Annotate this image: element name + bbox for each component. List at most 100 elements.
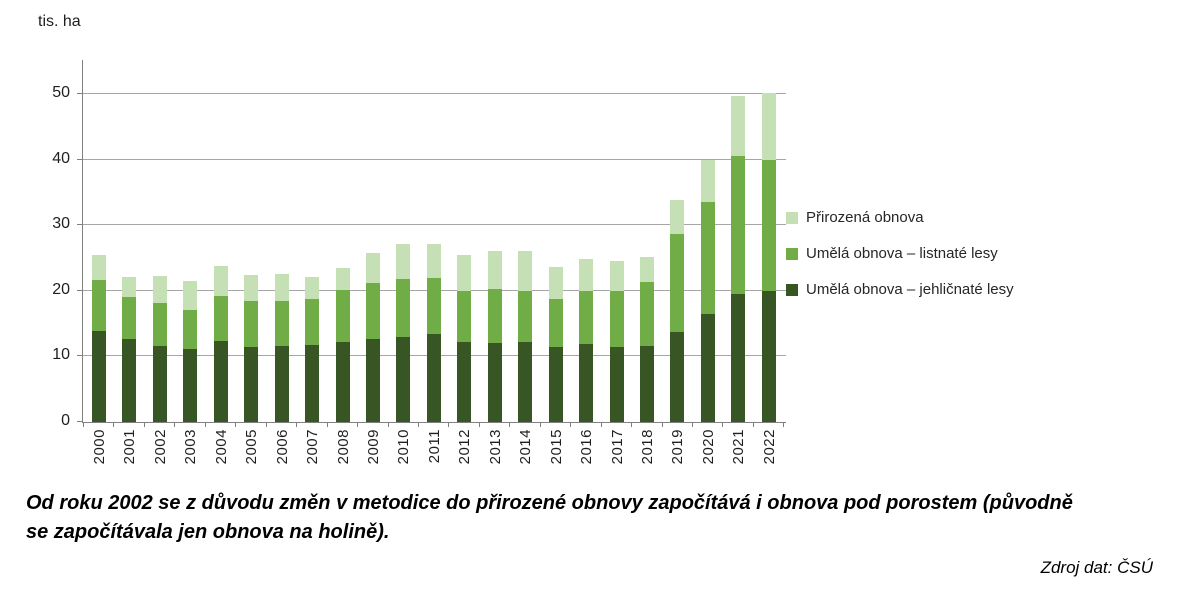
x-axis-label-2022: 2022 bbox=[760, 429, 778, 465]
legend: Přirozená obnova Umělá obnova – listnaté… bbox=[786, 209, 1014, 319]
bar-segment-2011 bbox=[426, 278, 441, 335]
bar-segment-2011 bbox=[426, 244, 441, 279]
y-axis-tick bbox=[77, 355, 82, 357]
x-axis-label-2000: 2000 bbox=[90, 429, 108, 465]
bar-segment-2012 bbox=[457, 254, 472, 291]
bar-segment-2016 bbox=[579, 259, 594, 291]
bar-segment-2017 bbox=[609, 347, 624, 422]
legend-label-artificial-deciduous: Umělá obnova – listnaté lesy bbox=[806, 245, 998, 262]
x-axis-tick bbox=[570, 422, 572, 427]
bar-segment-2001 bbox=[122, 339, 137, 422]
bar-segment-2001 bbox=[122, 277, 137, 298]
bar-segment-2019 bbox=[670, 200, 685, 235]
gridline-50 bbox=[83, 93, 786, 94]
bar-segment-2020 bbox=[700, 313, 715, 422]
bar-segment-2000 bbox=[91, 279, 106, 332]
x-axis-tick bbox=[204, 422, 206, 427]
bar-segment-2016 bbox=[579, 290, 594, 344]
x-axis-tick bbox=[296, 422, 298, 427]
x-axis-label-2014: 2014 bbox=[517, 429, 535, 465]
x-axis-label-2003: 2003 bbox=[182, 429, 200, 465]
artificial-coniferous-swatch-icon bbox=[786, 283, 798, 296]
bar-segment-2015 bbox=[548, 347, 563, 422]
x-axis-label-2002: 2002 bbox=[151, 429, 169, 465]
x-axis-tick bbox=[448, 422, 450, 427]
x-axis-tick bbox=[692, 422, 693, 427]
bar-segment-2012 bbox=[457, 341, 472, 422]
x-axis-label-2013: 2013 bbox=[486, 429, 504, 465]
legend-label-natural: Přirozená obnova bbox=[806, 209, 924, 226]
bar-segment-2021 bbox=[731, 156, 746, 295]
gridline-30 bbox=[83, 224, 786, 226]
bar-segment-2008 bbox=[335, 341, 350, 422]
legend-item-artificial-deciduous: Umělá obnova – listnaté lesy bbox=[786, 245, 1014, 262]
bar-segment-2002 bbox=[152, 345, 167, 422]
bar-segment-2004 bbox=[213, 341, 228, 422]
legend-item-natural: Přirozená obnova bbox=[786, 209, 1014, 226]
bar-segment-2013 bbox=[487, 251, 502, 289]
bar-segment-2022 bbox=[761, 291, 776, 422]
bar-segment-2008 bbox=[335, 290, 350, 342]
bar-segment-2021 bbox=[731, 95, 746, 157]
legend-item-artificial-coniferous: Umělá obnova – jehličnaté lesy bbox=[786, 281, 1014, 298]
y-axis-label-10: 10 bbox=[52, 346, 70, 364]
bar-segment-2002 bbox=[152, 275, 167, 303]
x-axis-label-2021: 2021 bbox=[730, 429, 748, 465]
bar-segment-2010 bbox=[396, 243, 411, 279]
x-axis-tick bbox=[235, 422, 237, 427]
x-axis-tick bbox=[539, 422, 541, 427]
bar-segment-2006 bbox=[274, 345, 289, 422]
bar-segment-2005 bbox=[244, 346, 259, 422]
y-axis-unit-label: tis. ha bbox=[38, 13, 81, 30]
x-axis-label-2006: 2006 bbox=[273, 429, 291, 465]
x-axis-tick bbox=[417, 422, 419, 427]
bar-segment-2017 bbox=[609, 261, 624, 291]
bar-segment-2007 bbox=[305, 299, 320, 346]
x-axis-label-2009: 2009 bbox=[364, 429, 382, 465]
bar-segment-2009 bbox=[365, 253, 380, 283]
x-axis-label-2020: 2020 bbox=[699, 429, 717, 465]
bar-segment-2019 bbox=[670, 332, 685, 422]
bar-segment-2022 bbox=[761, 92, 776, 161]
bar-segment-2018 bbox=[640, 282, 654, 346]
bar-segment-2018 bbox=[640, 256, 654, 283]
bar-segment-2009 bbox=[365, 282, 380, 339]
x-axis-label-2008: 2008 bbox=[334, 429, 352, 465]
x-axis-tick bbox=[113, 422, 115, 427]
x-axis-tick bbox=[509, 422, 511, 427]
x-axis-label-2017: 2017 bbox=[608, 429, 626, 465]
x-axis-tick bbox=[661, 422, 663, 427]
bar-segment-2019 bbox=[670, 234, 685, 333]
bar-segment-2007 bbox=[305, 345, 320, 422]
x-axis-tick bbox=[722, 422, 724, 427]
y-axis-label-20: 20 bbox=[52, 280, 70, 298]
x-axis-label-2005: 2005 bbox=[243, 429, 261, 465]
x-axis-label-2010: 2010 bbox=[395, 429, 413, 465]
y-axis-label-50: 50 bbox=[52, 84, 70, 101]
bar-segment-2008 bbox=[335, 267, 350, 291]
bar-segment-2009 bbox=[365, 338, 380, 422]
gridline-40 bbox=[83, 158, 786, 160]
x-axis-label-2011: 2011 bbox=[425, 429, 443, 464]
bar-segment-2001 bbox=[122, 297, 137, 340]
x-axis-label-2004: 2004 bbox=[212, 429, 230, 465]
methodology-note: Od roku 2002 se z důvodu změn v metodice… bbox=[26, 489, 1176, 547]
x-axis-tick bbox=[326, 422, 328, 427]
x-axis-label-2019: 2019 bbox=[669, 429, 687, 465]
x-axis-label-2016: 2016 bbox=[578, 429, 596, 465]
bar-segment-2018 bbox=[640, 345, 654, 422]
bar-segment-2012 bbox=[457, 290, 472, 342]
bar-segment-2003 bbox=[183, 280, 198, 310]
bar-segment-2004 bbox=[213, 265, 228, 297]
x-axis-tick bbox=[265, 422, 267, 427]
bar-segment-2000 bbox=[91, 331, 106, 422]
bar-segment-2010 bbox=[396, 336, 411, 422]
bar-segment-2016 bbox=[579, 343, 594, 422]
bar-segment-2006 bbox=[274, 273, 289, 301]
bar-segment-2013 bbox=[487, 288, 502, 343]
bar-segment-2006 bbox=[274, 300, 289, 346]
methodology-note-line2: se započítávala jen obnova na holině). bbox=[26, 521, 390, 543]
y-axis-tick bbox=[77, 158, 82, 160]
bar-segment-2002 bbox=[152, 302, 167, 346]
y-axis-label-40: 40 bbox=[52, 149, 70, 167]
